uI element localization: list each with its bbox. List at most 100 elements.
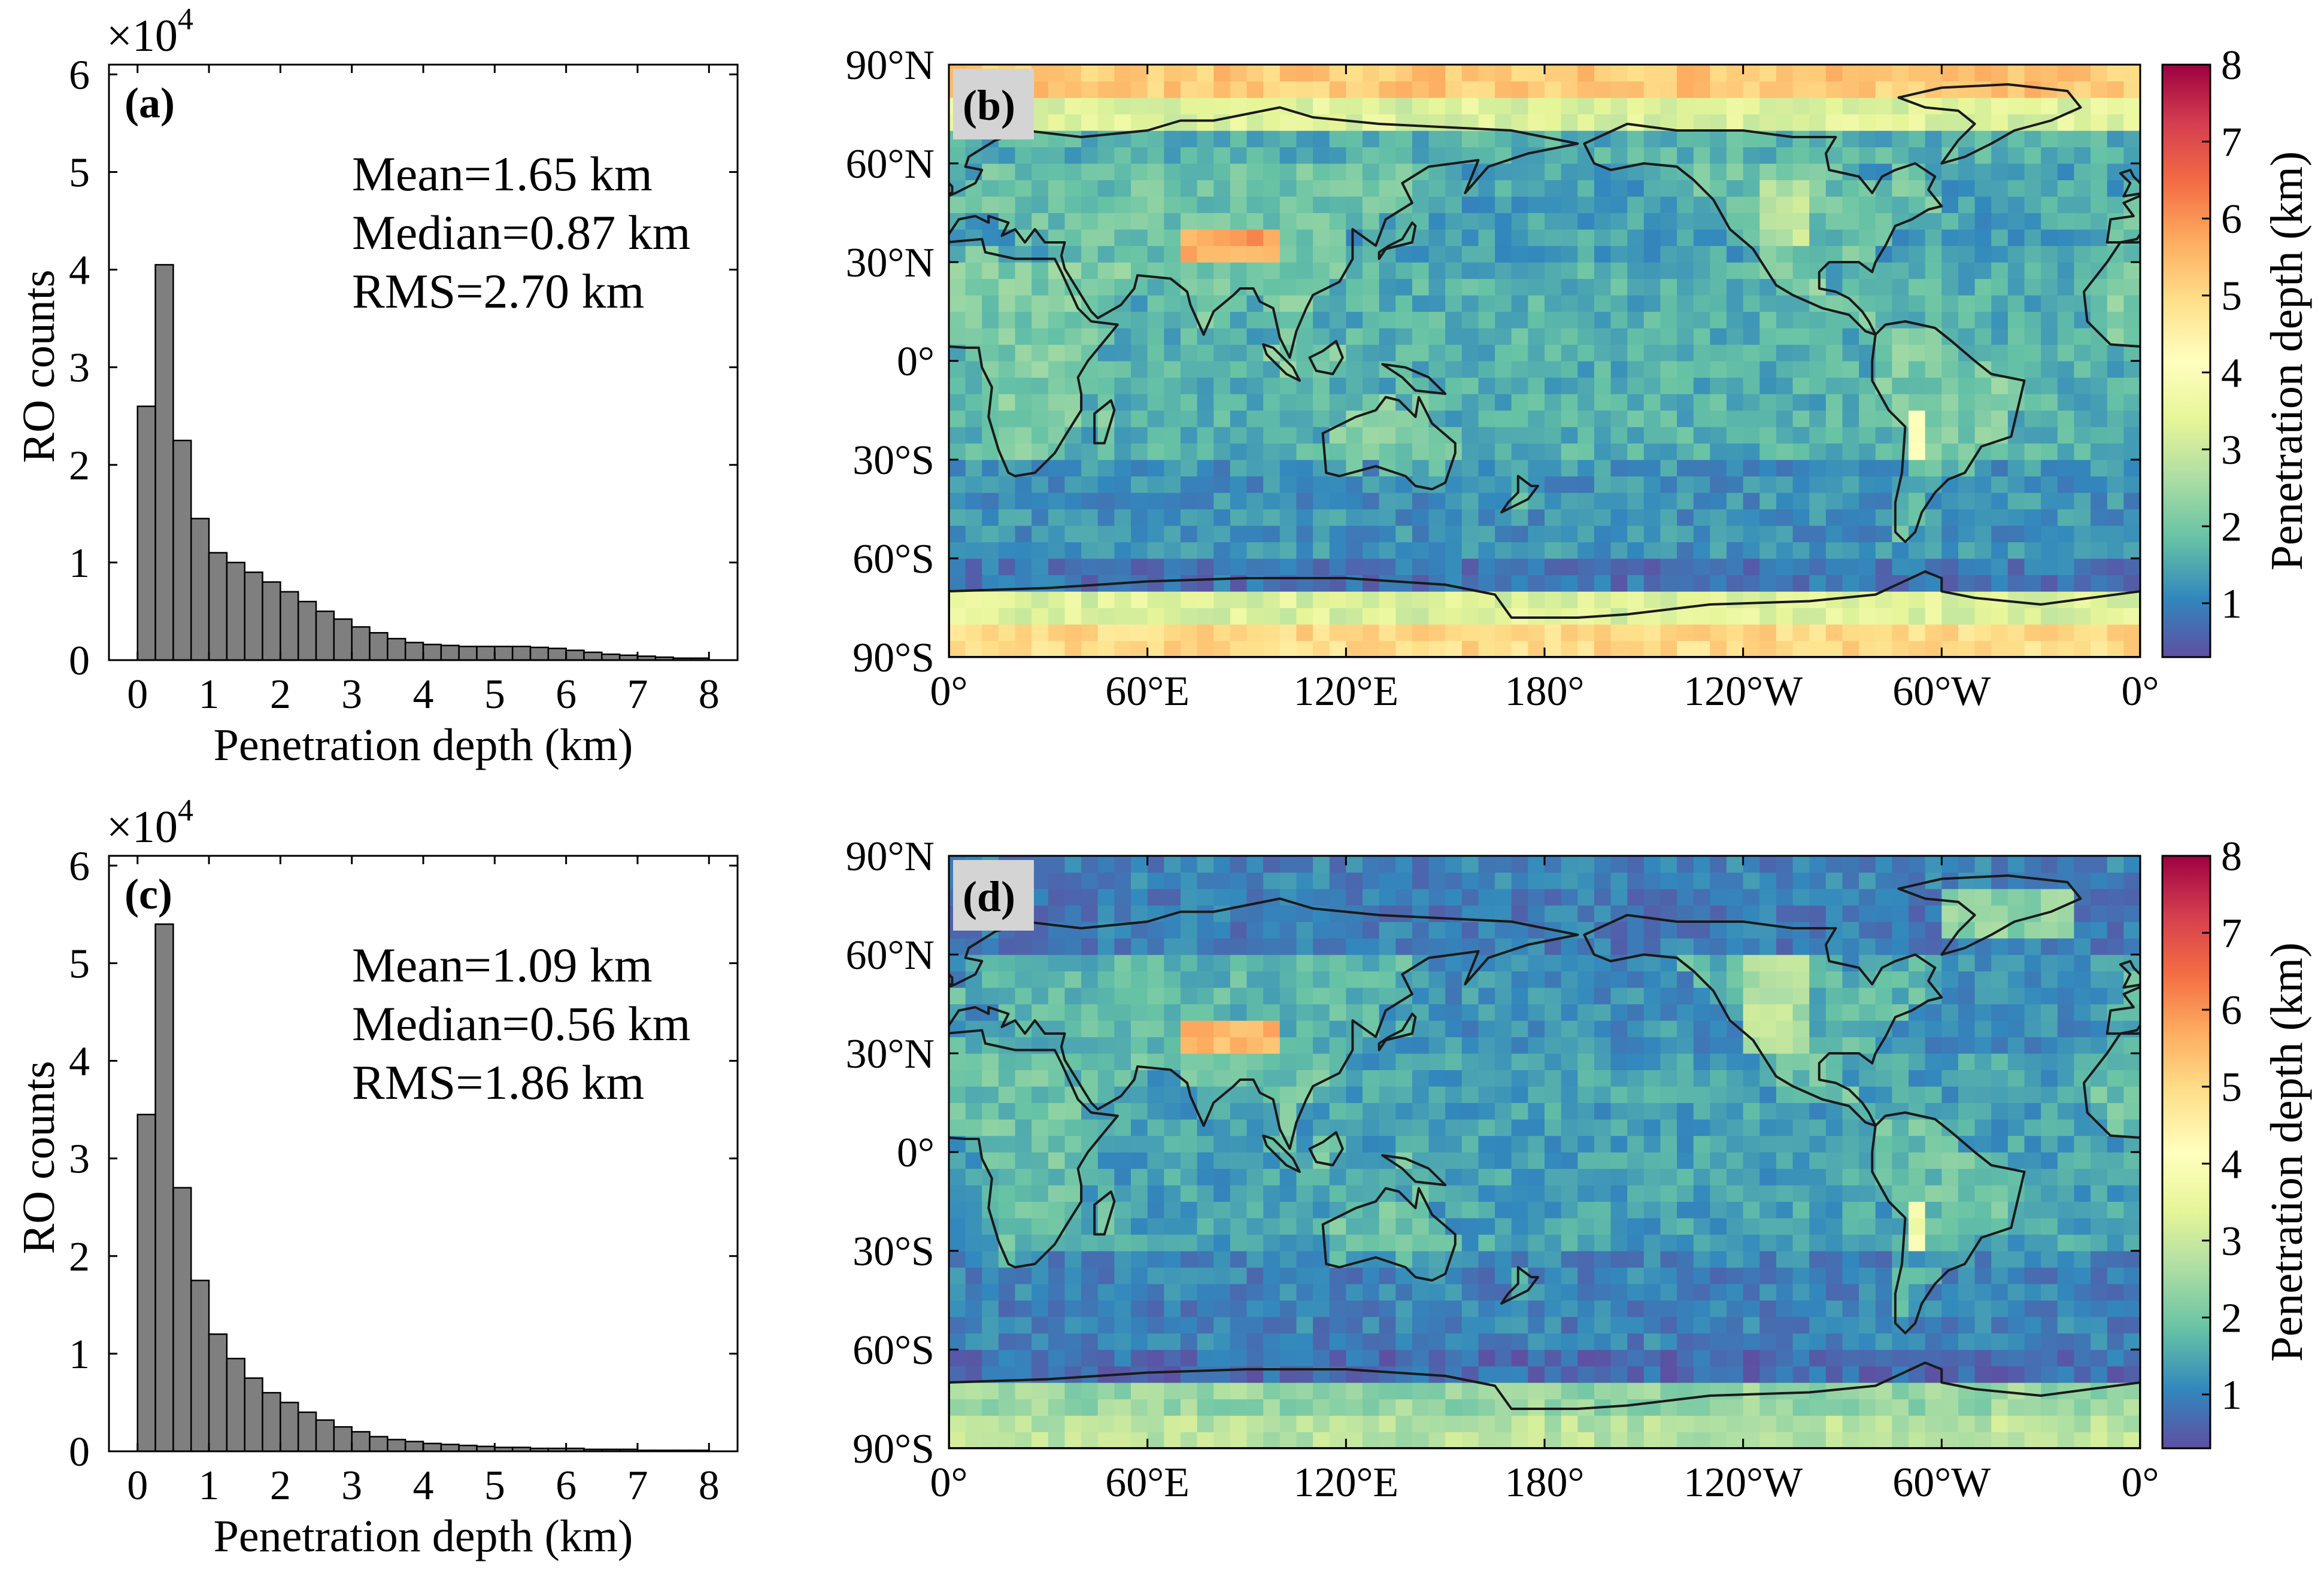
map-cell [1610,410,1628,427]
map-cell [949,1317,966,1334]
map-cell [1213,1119,1231,1137]
map-cell [2091,427,2108,444]
map-cell [1859,98,1876,115]
map-cell [1064,443,1082,460]
map-cell [1925,229,1942,247]
map-cell [1296,163,1313,181]
map-cell [1230,1168,1248,1186]
map-cell [1428,1399,1446,1416]
map-cell [1329,1382,1346,1400]
map-cell [1362,1069,1380,1087]
map-cell [1180,212,1198,230]
map-cell [1693,245,1710,263]
map-cell [1329,1102,1346,1120]
map-cell [1776,1317,1794,1334]
map-cell [1909,377,1926,394]
map-cell [1660,1201,1677,1218]
map-cell [1693,1053,1710,1071]
map-cell [1445,1168,1463,1186]
map-cell [1015,1086,1032,1104]
map-cell [1693,575,1710,592]
map-cell [1909,196,1926,214]
map-cell [1792,575,1810,592]
map-cell [2074,1168,2091,1186]
map-cell [1395,328,1413,345]
map-cell [965,1350,982,1367]
map-cell [1495,1251,1512,1268]
map-cell [1246,130,1264,148]
map-cell [1180,1300,1198,1317]
map-cell [1296,1234,1313,1251]
map-cell [1412,1284,1430,1301]
map-cell [1263,525,1281,543]
map-cell [1677,65,1694,82]
map-cell [1412,1069,1430,1087]
map-cell [1114,1251,1131,1268]
map-cell [1825,427,1843,444]
map-cell [1048,1267,1066,1284]
map-cell [2041,1267,2058,1284]
map-cell [1412,591,1430,609]
map-cell [1842,394,1859,411]
map-cell [1379,1333,1396,1350]
map-cell [1362,328,1380,345]
map-cell [1825,1152,1843,1169]
map-cell [1577,971,1595,988]
map-cell [2024,987,2041,1005]
map-cell [2091,180,2108,197]
map-cell [1643,971,1661,988]
map-cell [949,1234,966,1251]
map-cell [1147,1102,1164,1120]
map-cell [2074,443,2091,460]
map-cell [1958,575,1976,592]
map-cell [1263,1037,1281,1054]
map-cell [1213,1300,1231,1317]
map-cell [1114,493,1131,510]
map-cell [1081,114,1099,131]
map-cell [1958,525,1976,543]
map-cell [2091,311,2108,329]
map-cell [1511,509,1528,526]
map-cell [1478,81,1495,98]
map-cell [1114,1234,1131,1251]
map-cell [1528,1251,1545,1268]
map-cell [1213,1415,1231,1433]
map-cell [982,1317,999,1334]
map-cell [1610,1004,1628,1021]
map-cell [1825,81,1843,98]
map-cell [2074,196,2091,214]
map-cell [1263,1201,1281,1218]
map-cell [1677,542,1694,559]
map-cell [1246,427,1264,444]
map-cell [1892,1234,1909,1251]
map-cell [1925,98,1942,115]
map-cell [1941,558,1959,576]
map-cell [1528,163,1545,181]
map-cell [1131,558,1148,576]
map-cell [1081,1284,1099,1301]
map-cell [1428,245,1446,263]
map-cell [1892,987,1909,1005]
map-cell [1031,295,1049,312]
map-cell [1379,1168,1396,1186]
map-cell [1131,1218,1148,1235]
map-cell [1660,1185,1677,1202]
map-cell [1081,1415,1099,1433]
map-cell [1114,1004,1131,1021]
map-cell [1015,1415,1032,1433]
map-cell [1114,1432,1131,1448]
map-cell [1180,180,1198,197]
map-cell [1610,509,1628,526]
map-cell [1809,114,1827,131]
map-cell [1627,1382,1645,1400]
map-cell [2091,1382,2108,1400]
map-cell [949,476,966,493]
map-cell [1809,987,1827,1005]
map-cell [1528,1432,1545,1448]
map-cell [2123,607,2140,625]
map-cell [1213,624,1231,642]
map-cell [1362,1152,1380,1169]
map-cell [1213,344,1231,361]
map-cell [1577,98,1595,115]
y-tick-label: 90°N [845,42,935,89]
